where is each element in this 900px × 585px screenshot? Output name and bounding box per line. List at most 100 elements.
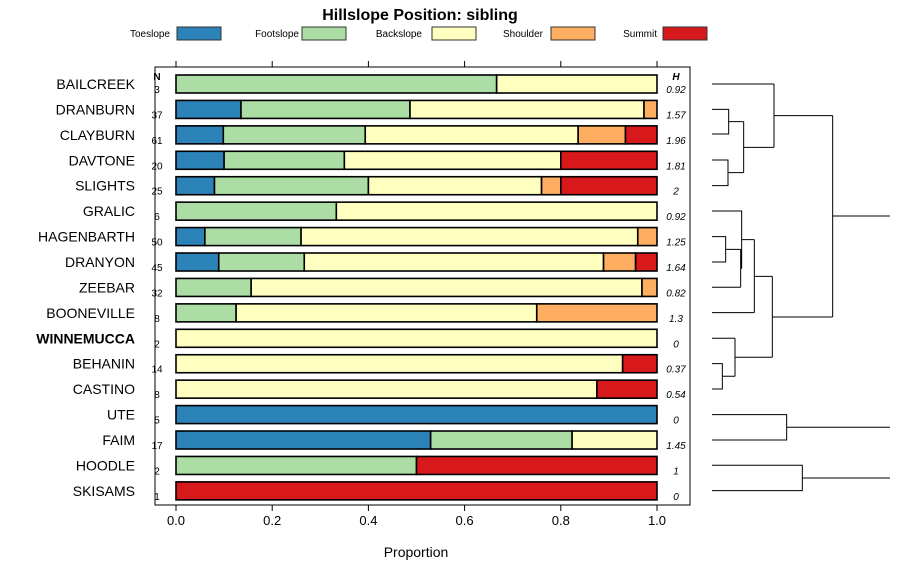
row-label: UTE bbox=[107, 407, 135, 423]
chart-title: Hillslope Position: sibling bbox=[322, 7, 518, 24]
h-value: 0.54 bbox=[666, 390, 686, 401]
bar-segment-summit bbox=[596, 379, 658, 399]
bar-segment-footslope bbox=[240, 99, 411, 120]
bar-segment-summit bbox=[559, 175, 658, 196]
n-value: 8 bbox=[154, 314, 160, 325]
legend-label: Summit bbox=[623, 29, 657, 40]
n-value: 37 bbox=[151, 110, 163, 121]
row-dranburn: DRANBURN 37 1.57 bbox=[56, 99, 686, 121]
h-value: 0.37 bbox=[666, 365, 686, 376]
x-tick-label: 0.6 bbox=[456, 513, 474, 528]
bar-segment-footslope bbox=[222, 125, 367, 145]
bar-segment-backslope bbox=[175, 379, 598, 399]
n-value: 2 bbox=[154, 466, 160, 477]
dendrogram bbox=[711, 83, 890, 492]
x-axis: 0.0 0.2 0.4 0.6 0.8 1.0 bbox=[167, 61, 666, 528]
h-header: H bbox=[672, 72, 680, 83]
legend-swatch bbox=[431, 26, 477, 41]
row-skisams: SKISAMS 1 0 bbox=[73, 481, 679, 503]
h-value: 1.81 bbox=[666, 161, 685, 172]
n-value: 20 bbox=[151, 161, 163, 172]
bar-segment-footslope bbox=[175, 303, 237, 323]
h-value: 1.3 bbox=[669, 314, 683, 325]
bar-segment-footslope bbox=[175, 74, 498, 94]
bar-segment-footslope bbox=[175, 455, 418, 476]
n-value: 2 bbox=[154, 339, 160, 350]
bar-segment-backslope bbox=[300, 226, 639, 247]
n-value: 17 bbox=[151, 441, 163, 452]
bar-segment-toeslope bbox=[175, 125, 225, 145]
legend-label: Footslope bbox=[255, 29, 299, 40]
h-value: 1 bbox=[673, 466, 679, 477]
legend-label: Backslope bbox=[376, 29, 423, 40]
bar-segment-backslope bbox=[343, 150, 562, 171]
bar-segment-toeslope bbox=[175, 404, 658, 425]
row-castino: CASTINO 8 0.54 bbox=[73, 379, 686, 401]
n-value: 14 bbox=[151, 365, 163, 376]
bar-segment-backslope bbox=[175, 328, 658, 349]
bar-segment-summit bbox=[559, 150, 658, 171]
n-value: 6 bbox=[154, 212, 160, 223]
x-tick-label: 0.4 bbox=[359, 513, 377, 528]
bar-segment-shoulder bbox=[643, 99, 658, 120]
n-value: 50 bbox=[151, 238, 163, 249]
n-value: 25 bbox=[151, 187, 163, 198]
row-label: BAILCREEK bbox=[56, 76, 135, 92]
bar-segment-shoulder bbox=[535, 303, 658, 323]
row-clayburn: CLAYBURN 61 1.96 bbox=[60, 125, 686, 147]
bar-segment-toeslope bbox=[175, 99, 242, 120]
row-davtone: DAVTONE 20 1.81 bbox=[69, 150, 686, 172]
row-behanin: BEHANIN 14 0.37 bbox=[73, 353, 686, 376]
bar-segment-backslope bbox=[409, 99, 645, 120]
bar-segment-shoulder bbox=[602, 252, 637, 272]
row-label: BEHANIN bbox=[73, 356, 135, 372]
row-label: CASTINO bbox=[73, 381, 135, 397]
bar-segment-backslope bbox=[335, 201, 658, 221]
legend-swatch bbox=[301, 26, 347, 41]
dendrogram-branches bbox=[711, 83, 890, 492]
row-label: ZEEBAR bbox=[79, 279, 135, 295]
h-value: 0.82 bbox=[666, 288, 686, 299]
legend-label: Shoulder bbox=[503, 29, 544, 40]
h-value: 0.92 bbox=[666, 212, 686, 223]
bar-segment-backslope bbox=[367, 175, 543, 196]
legend-swatch bbox=[662, 26, 708, 41]
bar-segment-backslope bbox=[303, 252, 605, 272]
row-label: HOODLE bbox=[76, 457, 135, 473]
h-value: 0 bbox=[673, 339, 679, 350]
h-value: 1.45 bbox=[666, 441, 686, 452]
n-value: 1 bbox=[154, 492, 160, 503]
h-value: 2 bbox=[672, 187, 679, 198]
h-value: 1.25 bbox=[666, 238, 686, 249]
bar-segment-footslope bbox=[175, 277, 252, 298]
bar-segment-toeslope bbox=[175, 430, 432, 450]
x-tick-label: 0.2 bbox=[263, 513, 281, 528]
bar-segment-summit bbox=[621, 353, 658, 374]
x-tick-label: 0.0 bbox=[167, 513, 185, 528]
n-value: 61 bbox=[151, 136, 163, 147]
n-value: 8 bbox=[154, 390, 160, 401]
bar-segment-toeslope bbox=[175, 150, 225, 171]
n-value: 45 bbox=[151, 263, 163, 274]
x-tick-label: 0.8 bbox=[552, 513, 570, 528]
row-slights: SLIGHTS 25 2 bbox=[75, 175, 679, 198]
row-label: DAVTONE bbox=[69, 152, 135, 168]
legend-swatch bbox=[176, 26, 222, 41]
n-value: 32 bbox=[151, 288, 163, 299]
bar-segment-toeslope bbox=[175, 175, 216, 196]
bar-segment-summit bbox=[624, 125, 658, 145]
h-value: 0.92 bbox=[666, 85, 686, 96]
row-label: SLIGHTS bbox=[75, 178, 135, 194]
bar-segment-footslope bbox=[217, 252, 306, 272]
row-winnemucca: WINNEMUCCA 2 0 bbox=[36, 328, 679, 350]
n-value: 3 bbox=[154, 85, 160, 96]
row-label: SKISAMS bbox=[73, 483, 135, 499]
row-faim: FAIM 17 1.45 bbox=[102, 430, 686, 452]
row-gralic: GRALIC 6 0.92 bbox=[83, 201, 686, 223]
bar-segment-toeslope bbox=[175, 252, 220, 272]
bar-segment-shoulder bbox=[636, 226, 658, 247]
row-label: FAIM bbox=[102, 432, 135, 448]
h-value: 1.64 bbox=[666, 263, 686, 274]
bar-segment-footslope bbox=[223, 150, 346, 171]
